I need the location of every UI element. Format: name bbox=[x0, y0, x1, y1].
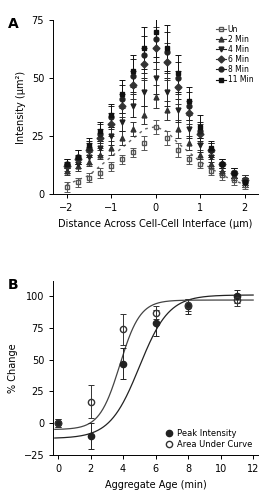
Text: B: B bbox=[8, 278, 19, 291]
X-axis label: Distance Across Cell-Cell Interface (μm): Distance Across Cell-Cell Interface (μm) bbox=[59, 218, 253, 228]
Y-axis label: % Change: % Change bbox=[8, 343, 18, 393]
Text: A: A bbox=[8, 16, 19, 30]
Legend: Un, 2 Min, 4 Min, 6 Min, 8 Min, 11 Min: Un, 2 Min, 4 Min, 6 Min, 8 Min, 11 Min bbox=[215, 24, 254, 85]
Legend: Peak Intensity, Area Under Curve: Peak Intensity, Area Under Curve bbox=[164, 427, 254, 451]
X-axis label: Aggregate Age (min): Aggregate Age (min) bbox=[105, 480, 206, 490]
Y-axis label: Intensity (μm²): Intensity (μm²) bbox=[16, 70, 26, 144]
